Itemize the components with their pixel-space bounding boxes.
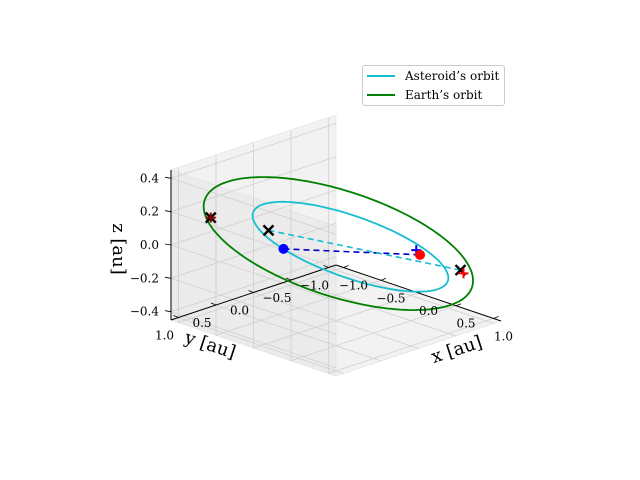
- x-tick: [493, 316, 499, 319]
- y-tick-label: −1.0: [300, 279, 329, 293]
- z-tick-label: −0.4: [130, 305, 160, 319]
- legend-item-earth: Earth’s orbit: [367, 86, 482, 104]
- position-markers: [204, 211, 469, 279]
- legend-label-earth: Earth’s orbit: [405, 88, 483, 102]
- z-tick: [164, 276, 172, 279]
- marker-earth-pos-2: [415, 249, 425, 260]
- grid-z-left: [170, 256, 337, 313]
- legend-swatch-earth: [367, 94, 395, 96]
- z-axis-label: z [au]: [108, 223, 129, 275]
- connector-earth-pos-1-earth-pos-2: [283, 248, 421, 256]
- y-tick: [285, 277, 292, 281]
- x-tick-label: −0.5: [376, 291, 405, 305]
- legend-item-asteroid: Asteroid’s orbit: [367, 67, 499, 85]
- grid-y-floor: [178, 317, 344, 374]
- z-tick: [164, 310, 172, 313]
- connector-lines: [268, 229, 461, 271]
- marker-earth-pos-3: [458, 268, 469, 279]
- y-tick-label: 1.0: [155, 329, 174, 343]
- grid-y-floor: [215, 304, 382, 362]
- marker-asteroid-pos-1: [262, 224, 275, 237]
- tick-marks: [164, 170, 502, 322]
- grid-z-left: [170, 156, 337, 213]
- grid-z-back: [170, 211, 337, 269]
- y-tick: [323, 265, 329, 268]
- grid-z-back: [170, 177, 337, 235]
- grid-y-floor: [290, 279, 457, 337]
- earth-orbit-line: [202, 176, 474, 312]
- grid-z-left: [170, 222, 337, 279]
- z-tick: [164, 210, 172, 213]
- asteroid-orbit-line: [251, 200, 450, 293]
- x-tick-label: 0.0: [419, 304, 438, 318]
- grid-y-floor: [253, 292, 419, 349]
- grid-z-left: [170, 122, 337, 179]
- z-tick-label: 0.2: [140, 205, 159, 219]
- z-tick: [164, 176, 172, 179]
- marker-start-asteroid: [205, 212, 216, 223]
- z-tick-label: 0.0: [140, 238, 159, 252]
- x-tick-label: 1.0: [494, 329, 513, 343]
- y-tick: [173, 315, 179, 318]
- y-tick-label: −0.5: [262, 291, 291, 305]
- x-tick: [455, 303, 462, 307]
- marker-earth-pos-1: [278, 243, 289, 254]
- x-tick: [343, 265, 349, 268]
- tick-labels: −1.0 −0.5 0.0 0.5 1.0 −1.0 −0.5 0.0 0.5 1.0 −0.4 −0…: [130, 171, 513, 343]
- x-tick-label: −1.0: [339, 279, 368, 293]
- grid-z-back: [170, 277, 337, 335]
- grid-z-back: [170, 311, 337, 369]
- z-tick-label: −0.2: [130, 271, 159, 285]
- orbit-lines: [202, 176, 474, 312]
- legend: Asteroid’s orbit Earth’s orbit: [362, 65, 505, 106]
- legend-swatch-asteroid: [367, 75, 395, 77]
- grid-y-floor: [328, 267, 494, 324]
- legend-label-asteroid: Asteroid’s orbit: [405, 69, 500, 83]
- x-tick-label: 0.5: [456, 317, 475, 331]
- y-tick-label: 0.5: [192, 316, 211, 330]
- z-tick: [164, 243, 172, 246]
- y-tick: [248, 290, 254, 293]
- x-tick: [380, 277, 387, 281]
- y-tick-label: 0.0: [230, 304, 249, 318]
- grid-z-back: [170, 244, 337, 302]
- y-tick: [210, 302, 217, 306]
- z-tick-label: 0.4: [140, 171, 159, 185]
- connector-asteroid-pos-1-asteroid-pos-3: [268, 229, 461, 271]
